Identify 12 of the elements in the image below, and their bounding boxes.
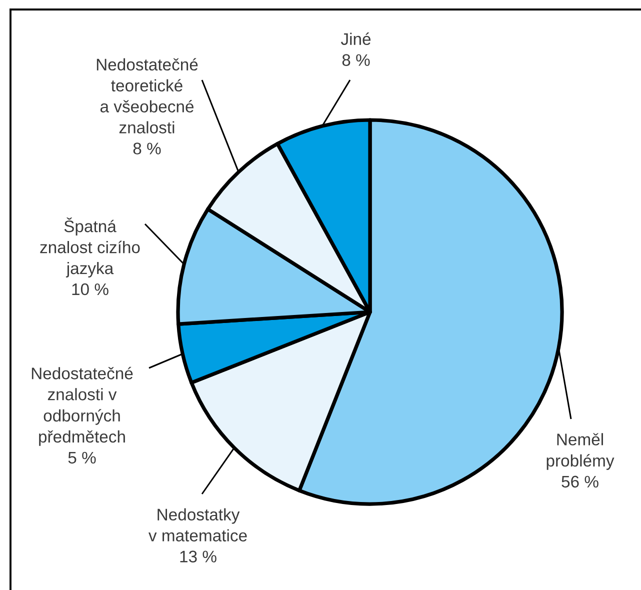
slice-label: Nedostatečné teoretické a všeobecné znalosti — [96, 58, 198, 134]
slice-label: Nedostatky v matematice — [148, 508, 247, 542]
data-label: 10 % — [72, 283, 108, 296]
slice-label: Špatná znalost cizího jazyka — [40, 218, 140, 278]
slice-label: Jiné — [340, 32, 371, 45]
data-label: 13 % — [180, 550, 216, 562]
slice-label: Neměl problémy — [546, 433, 614, 470]
data-label: 56 % — [562, 476, 598, 488]
data-label: 5 % — [68, 452, 96, 464]
slice-label: Nedostatečné znalosti v odborných předmětech — [32, 366, 133, 446]
data-label: 8 % — [342, 54, 370, 66]
data-label: 8 % — [133, 142, 161, 154]
